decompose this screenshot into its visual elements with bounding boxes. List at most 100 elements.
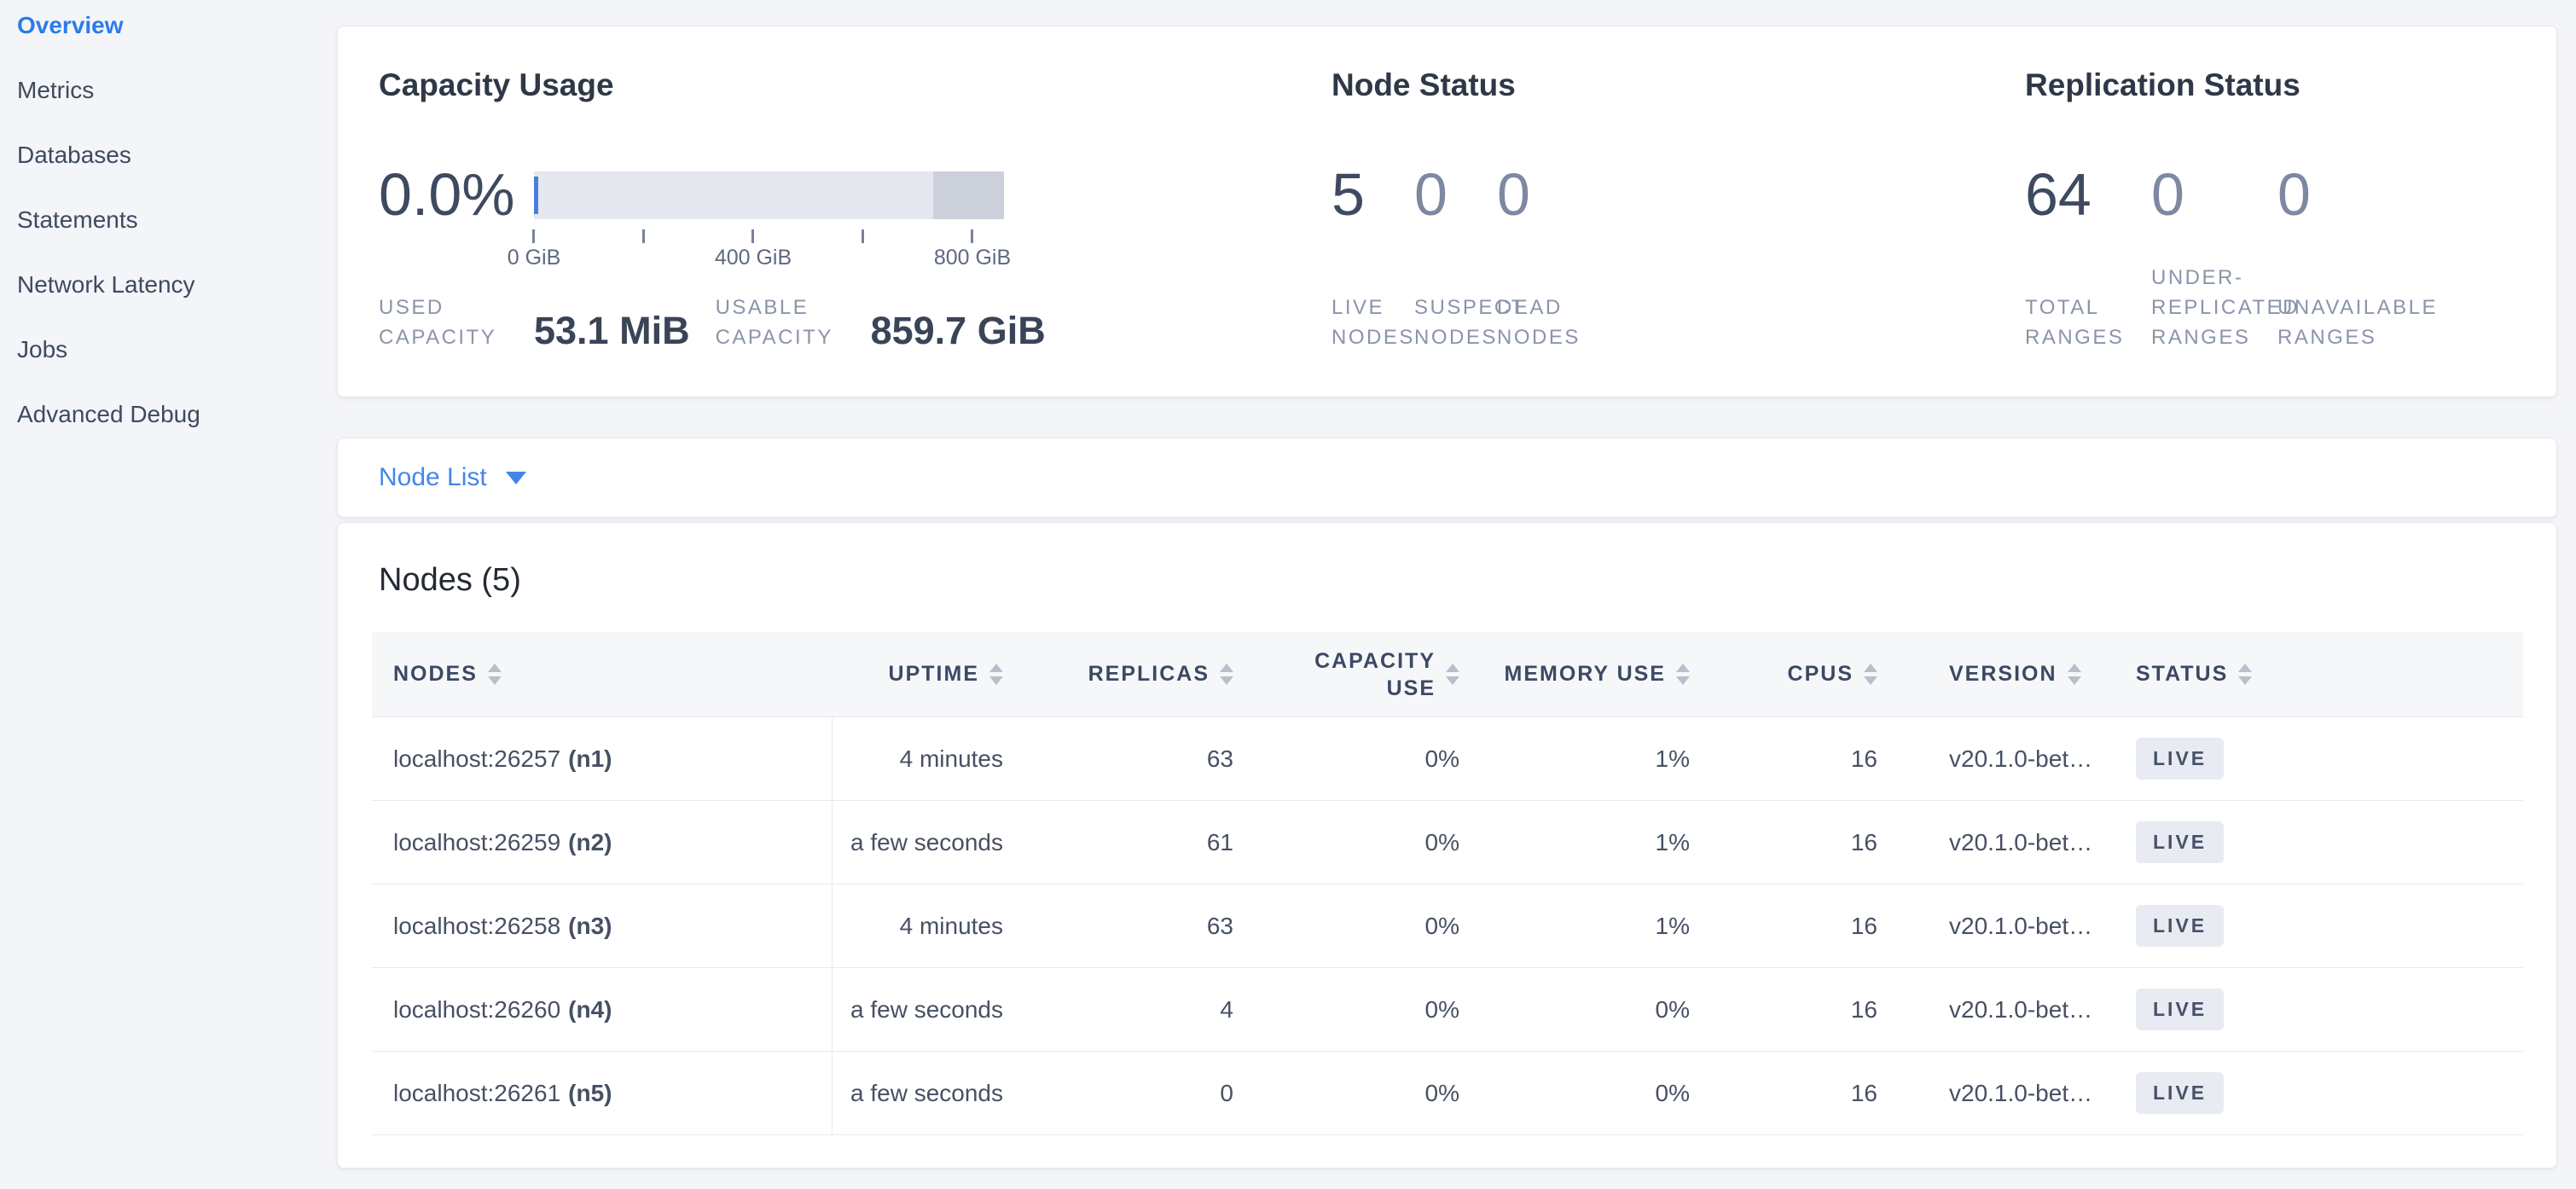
- capacity-use-cell: 0%: [1424, 745, 1459, 772]
- column-header-uptime[interactable]: UPTIME: [833, 632, 1029, 716]
- status-cell: LIVE: [2116, 717, 2523, 800]
- cpus-cell: 16: [1850, 745, 1877, 772]
- capacity-used-percent: 0.0%: [379, 161, 515, 228]
- total-ranges-count: 64: [2025, 161, 2092, 228]
- status-cell: LIVE: [2116, 1052, 2523, 1134]
- replicas-cell: 63: [1206, 745, 1233, 772]
- cpus-cell: 16: [1850, 912, 1877, 939]
- node-list-dropdown[interactable]: Node List: [379, 438, 526, 517]
- cpus-cell: 16: [1850, 995, 1877, 1023]
- column-header-replicas[interactable]: REPLICAS: [1029, 632, 1259, 716]
- capacity-use-cell: 0%: [1424, 1079, 1459, 1106]
- sidebar-item-overview[interactable]: Overview: [17, 12, 124, 38]
- node-address-cell[interactable]: localhost:26259 (n2): [372, 801, 833, 884]
- sort-icon[interactable]: [1220, 664, 1233, 685]
- table-row: localhost:26258 (n3) 4 minutes 63 0% 1% …: [372, 884, 2523, 968]
- replication-values: 64 0 0: [2025, 160, 2311, 229]
- node-status-labels: LIVE NODES SUSPECT NODES DEAD NODES: [1332, 258, 1581, 352]
- sort-icon[interactable]: [2238, 664, 2253, 685]
- axis-tick: [642, 229, 645, 243]
- axis-tick: [862, 229, 864, 243]
- status-cell: LIVE: [2116, 884, 2523, 967]
- column-header-cpus[interactable]: CPUS: [1715, 632, 1903, 716]
- version-cell: v20.1.0-bet…: [1949, 1079, 2093, 1106]
- replicas-cell: 4: [1220, 995, 1233, 1023]
- node-address-cell[interactable]: localhost:26257 (n1): [372, 717, 833, 800]
- uptime-cell: 4 minutes: [899, 745, 1003, 772]
- uptime-cell: 4 minutes: [899, 912, 1003, 939]
- cpus-cell: 16: [1850, 1079, 1877, 1106]
- capacity-usage-bar: [534, 171, 1004, 219]
- memory-use-cell: 0%: [1655, 995, 1690, 1023]
- live-nodes-count: 5: [1332, 161, 1365, 228]
- capacity-stats: USED CAPACITY 53.1 MiB USABLE CAPACITY 8…: [379, 258, 1046, 352]
- replication-status-title: Replication Status: [2025, 67, 2300, 102]
- axis-label-400gib: 400 GiB: [714, 246, 792, 270]
- sort-icon[interactable]: [1446, 664, 1459, 685]
- sidebar-item-metrics[interactable]: Metrics: [17, 77, 95, 103]
- node-address-cell[interactable]: localhost:26260 (n4): [372, 968, 833, 1051]
- column-header-capacity-use[interactable]: CAPACITY USE: [1259, 632, 1485, 716]
- axis-tick: [971, 229, 973, 243]
- version-cell: v20.1.0-bet…: [1949, 828, 2093, 856]
- column-header-memory-use[interactable]: MEMORY USE: [1485, 632, 1715, 716]
- node-list-dropdown-label: Node List: [379, 463, 487, 491]
- capacity-usage-title: Capacity Usage: [379, 67, 614, 102]
- sidebar-item-databases[interactable]: Databases: [17, 142, 131, 168]
- uptime-cell: a few seconds: [850, 828, 1003, 856]
- node-status-title: Node Status: [1332, 67, 1516, 102]
- live-nodes-label: LIVE NODES: [1332, 296, 1415, 349]
- table-row: localhost:26259 (n2) a few seconds 61 0%…: [372, 801, 2523, 884]
- table-row: localhost:26257 (n1) 4 minutes 63 0% 1% …: [372, 717, 2523, 801]
- sort-icon[interactable]: [1676, 664, 1690, 685]
- status-cell: LIVE: [2116, 968, 2523, 1051]
- memory-use-cell: 0%: [1655, 1079, 1690, 1106]
- version-cell: v20.1.0-bet…: [1949, 995, 2093, 1023]
- dead-nodes-count: 0: [1497, 161, 1530, 228]
- sidebar-item-statements[interactable]: Statements: [17, 206, 138, 233]
- memory-use-cell: 1%: [1655, 828, 1690, 856]
- replication-labels: TOTAL RANGES UNDER- REPLICATED RANGES UN…: [2025, 258, 2438, 352]
- status-badge: LIVE: [2136, 905, 2225, 947]
- version-cell: v20.1.0-bet…: [1949, 745, 2093, 772]
- axis-tick: [532, 229, 535, 243]
- sort-icon[interactable]: [989, 664, 1003, 685]
- sidebar-item-jobs[interactable]: Jobs: [17, 336, 68, 362]
- capacity-use-cell: 0%: [1424, 995, 1459, 1023]
- uptime-cell: a few seconds: [850, 1079, 1003, 1106]
- nodes-card: Nodes (5) NODES UPTIME REPLICAS CAPACITY…: [337, 522, 2557, 1169]
- cpus-cell: 16: [1850, 828, 1877, 856]
- unavailable-count: 0: [2277, 161, 2311, 228]
- table-row: localhost:26261 (n5) a few seconds 0 0% …: [372, 1052, 2523, 1135]
- nodes-table-header: NODES UPTIME REPLICAS CAPACITY USE MEMOR…: [372, 632, 2523, 717]
- sort-icon[interactable]: [1864, 664, 1877, 685]
- sidebar: Overview Metrics Databases Statements Ne…: [0, 0, 333, 447]
- sidebar-item-advanced-debug[interactable]: Advanced Debug: [17, 401, 200, 427]
- used-capacity-value: 53.1 MiB: [534, 309, 690, 352]
- axis-tick: [751, 229, 754, 243]
- under-replicated-count: 0: [2151, 161, 2184, 228]
- sidebar-item-network-latency[interactable]: Network Latency: [17, 271, 195, 298]
- status-badge: LIVE: [2136, 738, 2225, 780]
- sort-icon[interactable]: [487, 664, 502, 685]
- nodes-heading: Nodes (5): [379, 562, 521, 598]
- status-badge: LIVE: [2136, 821, 2225, 863]
- column-header-nodes[interactable]: NODES: [372, 632, 833, 716]
- view-selector-card: Node List: [337, 438, 2557, 518]
- node-address-cell[interactable]: localhost:26261 (n5): [372, 1052, 833, 1134]
- sort-icon[interactable]: [2067, 664, 2081, 685]
- node-address-cell[interactable]: localhost:26258 (n3): [372, 884, 833, 967]
- dead-nodes-label: DEAD NODES: [1497, 296, 1581, 349]
- used-capacity-label: USED CAPACITY: [379, 296, 497, 349]
- unavailable-label: UNAVAILABLE RANGES: [2277, 296, 2439, 349]
- axis-label-800gib: 800 GiB: [933, 246, 1012, 270]
- capacity-use-cell: 0%: [1424, 828, 1459, 856]
- cluster-summary-card: Capacity Usage 0.0% 0 GiB 400 GiB 800 Gi…: [337, 26, 2557, 397]
- under-replicated-label: UNDER- REPLICATED RANGES: [2151, 266, 2300, 349]
- suspect-nodes-count: 0: [1414, 161, 1448, 228]
- replicas-cell: 0: [1220, 1079, 1233, 1106]
- capacity-use-cell: 0%: [1424, 912, 1459, 939]
- column-header-status[interactable]: STATUS: [2116, 632, 2523, 716]
- column-header-version[interactable]: VERSION: [1903, 632, 2116, 716]
- status-badge: LIVE: [2136, 1072, 2225, 1114]
